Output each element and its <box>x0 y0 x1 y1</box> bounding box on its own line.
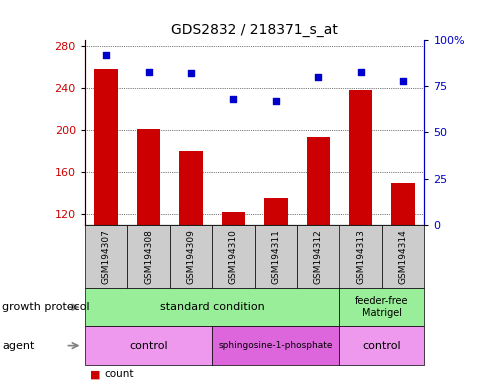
Text: feeder-free
Matrigel: feeder-free Matrigel <box>354 296 408 318</box>
Point <box>314 74 321 80</box>
Point <box>229 96 237 103</box>
Text: GSM194314: GSM194314 <box>398 229 407 284</box>
Text: GSM194309: GSM194309 <box>186 229 195 284</box>
Bar <box>136 129 160 225</box>
Text: standard condition: standard condition <box>160 302 264 312</box>
Text: ■: ■ <box>90 369 100 379</box>
Point <box>272 98 279 104</box>
Text: GSM194308: GSM194308 <box>144 229 153 284</box>
Point <box>144 69 152 75</box>
Text: GSM194307: GSM194307 <box>101 229 110 284</box>
Text: sphingosine-1-phosphate: sphingosine-1-phosphate <box>218 341 333 350</box>
Text: GSM194310: GSM194310 <box>228 229 238 284</box>
Text: GSM194311: GSM194311 <box>271 229 280 284</box>
Point <box>187 70 195 76</box>
Text: count: count <box>104 369 134 379</box>
Bar <box>94 69 118 225</box>
Text: growth protocol: growth protocol <box>2 302 90 312</box>
Text: control: control <box>362 341 400 351</box>
Point <box>356 69 364 75</box>
Text: agent: agent <box>2 341 35 351</box>
Title: GDS2832 / 218371_s_at: GDS2832 / 218371_s_at <box>171 23 337 36</box>
Bar <box>391 182 414 225</box>
Text: GSM194312: GSM194312 <box>313 229 322 284</box>
Bar <box>221 212 244 225</box>
Point <box>398 78 406 84</box>
Bar <box>306 137 329 225</box>
Bar <box>264 198 287 225</box>
Bar <box>179 151 202 225</box>
Text: control: control <box>129 341 167 351</box>
Point <box>102 52 110 58</box>
Text: GSM194313: GSM194313 <box>355 229 364 284</box>
Bar <box>348 90 372 225</box>
